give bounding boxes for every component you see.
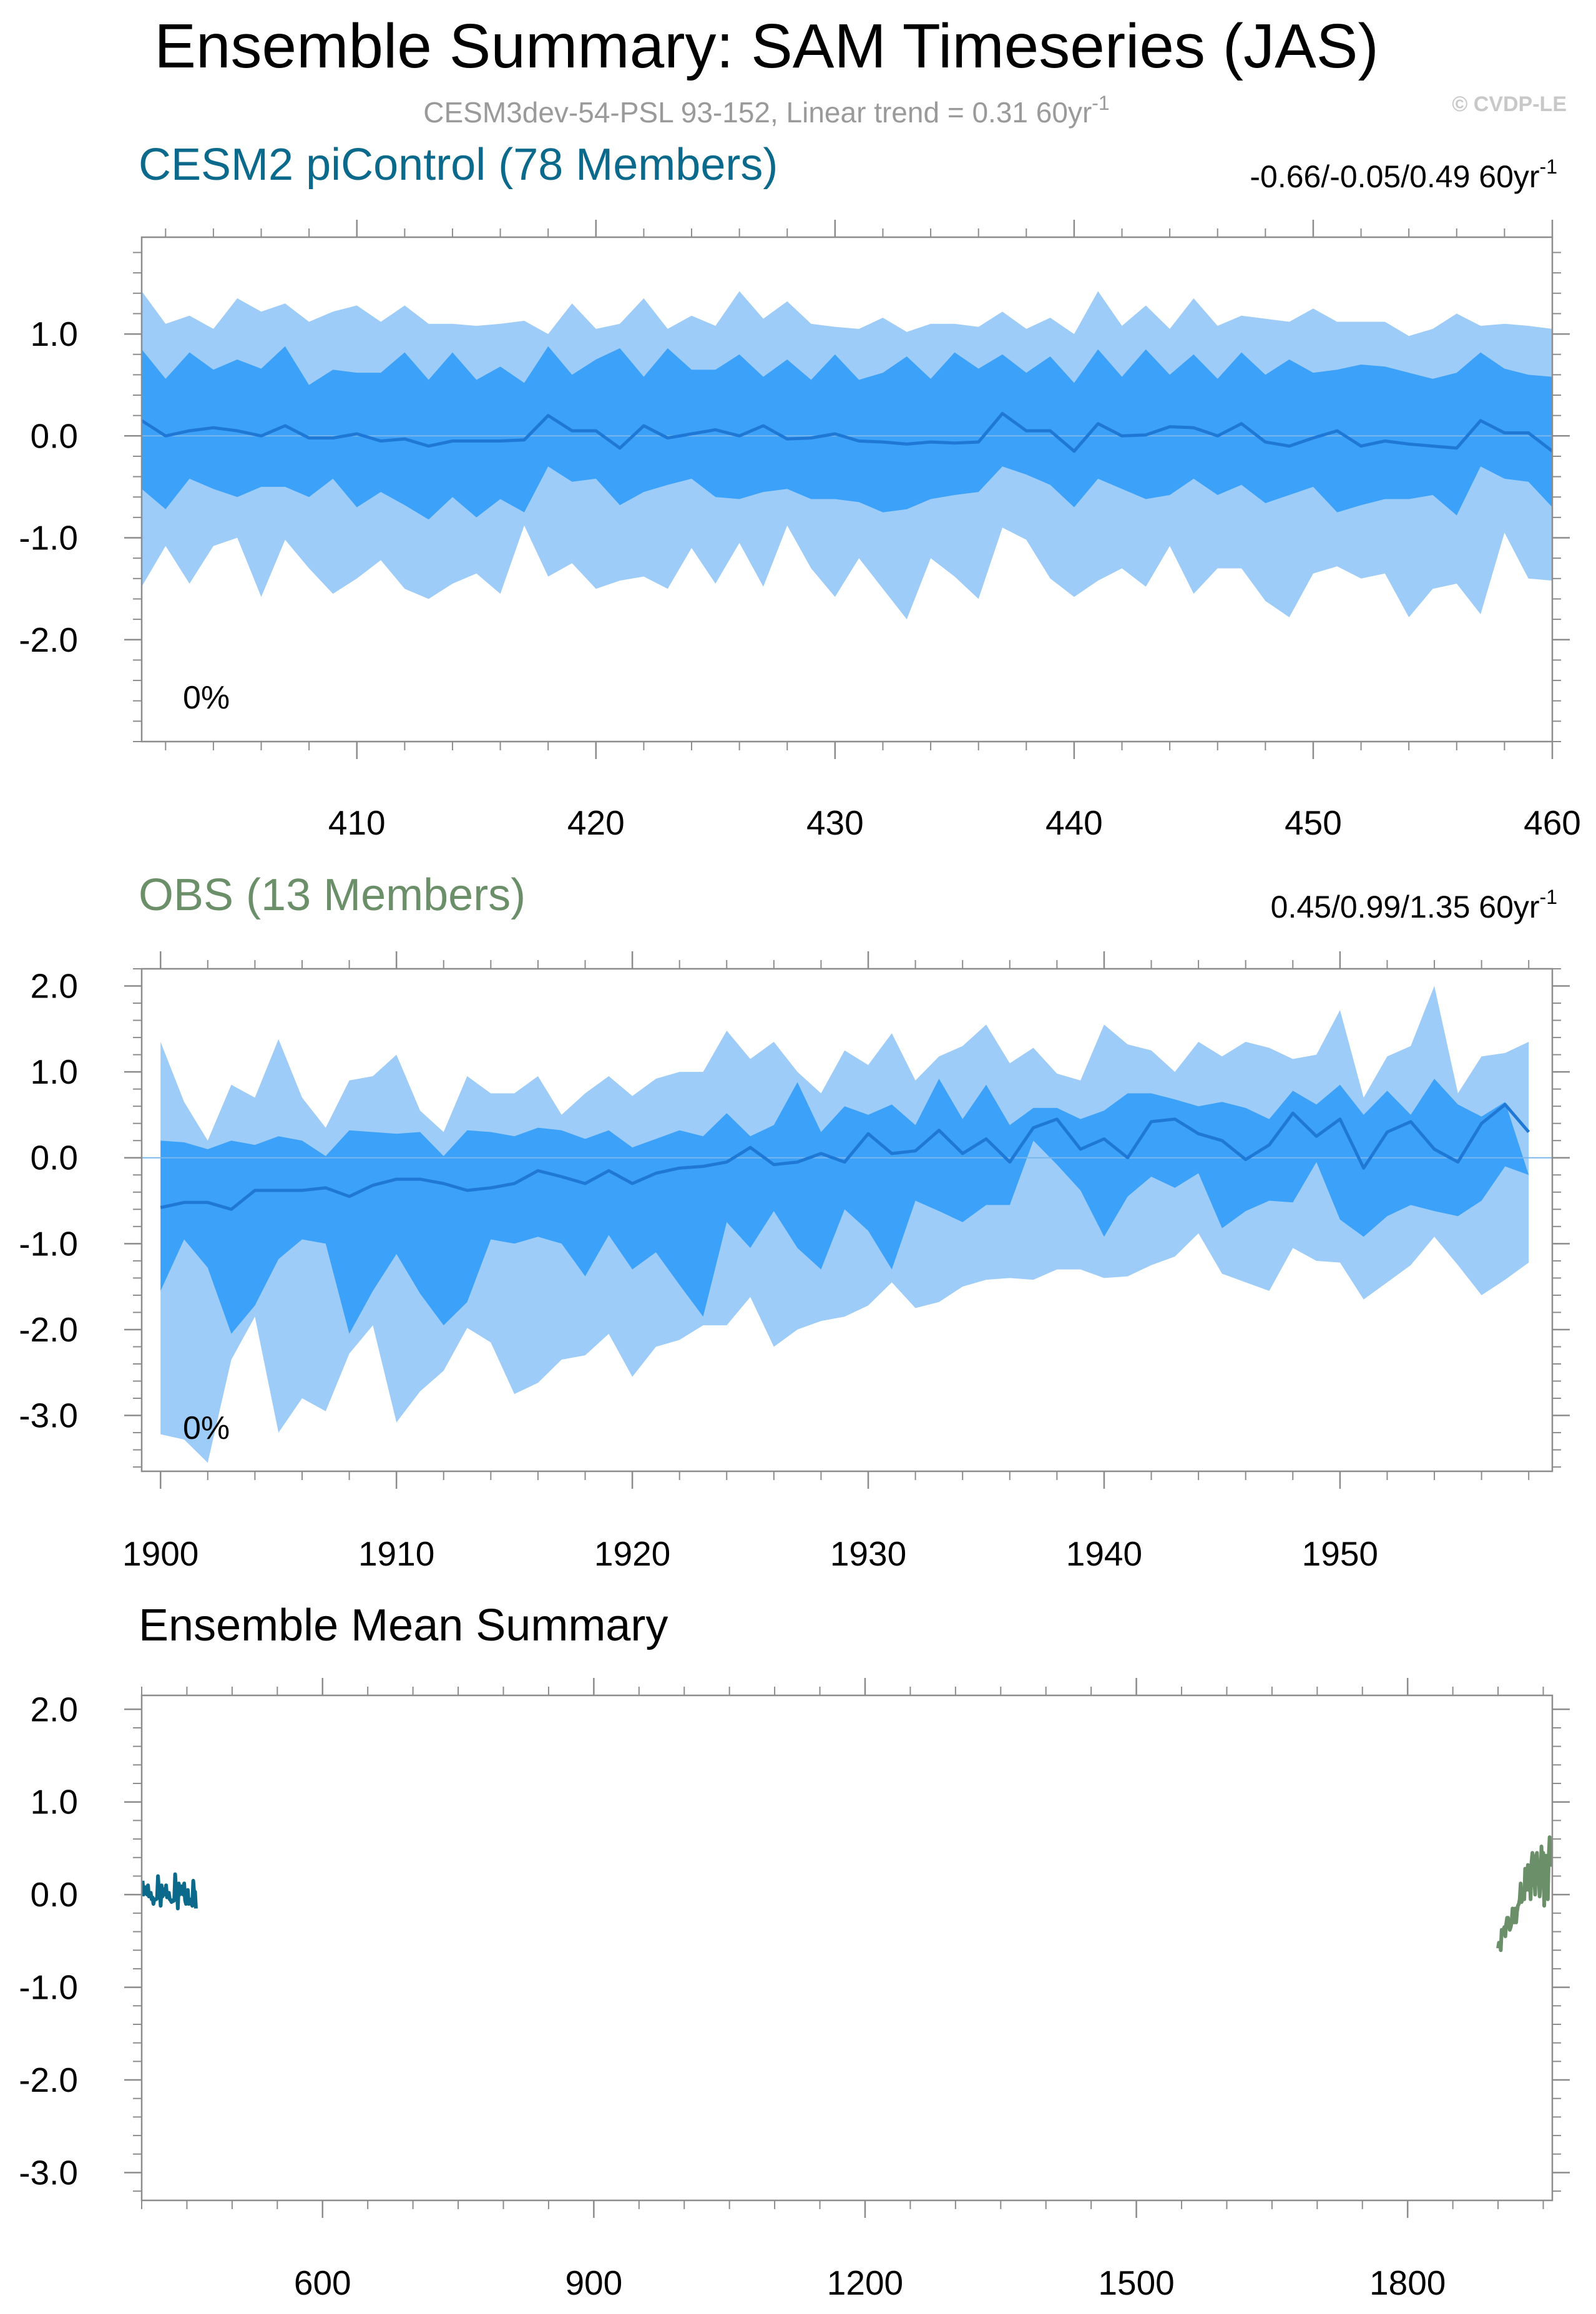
- x-tick-label: 420: [567, 803, 625, 842]
- trend-stats-label: 0.45/0.99/1.35 60yr-1: [1271, 886, 1557, 924]
- y-tick-label: -1.0: [19, 519, 78, 557]
- plot-area: [142, 986, 1552, 1463]
- x-tick-label: 1900: [122, 1534, 198, 1573]
- inner-range-band: [160, 1079, 1529, 1334]
- plot-frame: [140, 236, 1554, 743]
- subtitle-text: CESM3dev-54-PSL 93-152, Linear trend = 0…: [423, 96, 1092, 129]
- panel-ensemble-mean-summary: Ensemble Mean Summary 600 900 1200 1500 1800 2…: [19, 1601, 1570, 2302]
- trend-stats-superscript: -1: [1540, 886, 1557, 908]
- panel-title: OBS (13 Members): [139, 870, 526, 920]
- x-tick-label: 430: [806, 803, 864, 842]
- panel-title: Ensemble Mean Summary: [139, 1601, 668, 1650]
- x-tick-label: 1950: [1302, 1534, 1378, 1573]
- x-tick-label: 450: [1285, 803, 1342, 842]
- figure-title: Ensemble Summary: SAM Timeseries (JAS): [154, 11, 1379, 81]
- x-tick-label: 1910: [358, 1534, 434, 1573]
- x-tick-label: 410: [328, 803, 386, 842]
- y-tick-label: 0.0: [31, 1139, 78, 1177]
- trend-stats-superscript: -1: [1540, 155, 1557, 178]
- y-tick-label: 2.0: [31, 1690, 78, 1728]
- percent-label: 0%: [183, 680, 230, 716]
- copyright-label: © CVDP-LE: [1452, 92, 1567, 116]
- x-tick-label: 1940: [1066, 1534, 1142, 1573]
- percent-label: 0%: [183, 1410, 230, 1446]
- x-tick-label: 900: [565, 2263, 622, 2302]
- trend-stats-label: -0.66/-0.05/0.49 60yr-1: [1250, 155, 1557, 194]
- x-tick-label: 1930: [830, 1534, 906, 1573]
- plot-area: [142, 291, 1552, 620]
- figure-subtitle: CESM3dev-54-PSL 93-152, Linear trend = 0…: [423, 92, 1109, 129]
- y-tick-label: 0.0: [31, 1875, 78, 1914]
- y-tick-label: 0.0: [31, 416, 78, 455]
- panel-title: CESM2 piControl (78 Members): [139, 140, 778, 190]
- y-tick-label: 2.0: [31, 967, 78, 1006]
- subtitle-superscript: -1: [1092, 92, 1109, 114]
- plot-frame: [140, 1694, 1554, 2202]
- series-line-1: [1496, 1835, 1552, 1953]
- plot-area: [142, 1835, 1552, 1953]
- y-tick-label: -2.0: [19, 1310, 78, 1349]
- ensemble-mean-line: [160, 1102, 1530, 1211]
- y-tick-label: 1.0: [31, 1783, 78, 1821]
- x-tick-label: 1800: [1369, 2263, 1446, 2302]
- y-tick-label: 1.0: [31, 1052, 78, 1091]
- trend-stats-text: -0.66/-0.05/0.49 60yr: [1250, 159, 1539, 194]
- y-tick-label: -2.0: [19, 2061, 78, 2099]
- y-tick-label: -3.0: [19, 1396, 78, 1435]
- x-tick-label: 1200: [827, 2263, 903, 2302]
- plot-frame: [140, 968, 1554, 1473]
- panel-obs: OBS (13 Members) 0.45/0.99/1.35 60yr-1 0% 1…: [19, 870, 1570, 1573]
- x-tick-label: 1920: [594, 1534, 670, 1573]
- x-tick-label: 440: [1045, 803, 1103, 842]
- ensemble-mean-line: [142, 411, 1552, 453]
- trend-stats-text: 0.45/0.99/1.35 60yr: [1271, 890, 1540, 924]
- x-tick-label: 1500: [1098, 2263, 1174, 2302]
- y-tick-label: -1.0: [19, 1968, 78, 2007]
- y-tick-label: 1.0: [31, 315, 78, 353]
- y-tick-label: -2.0: [19, 620, 78, 659]
- y-tick-label: -1.0: [19, 1224, 78, 1263]
- x-tick-label: 460: [1524, 803, 1581, 842]
- inner-range-band: [142, 346, 1552, 520]
- panel-cesm2-picontrol: CESM2 piControl (78 Members) -0.66/-0.05/…: [19, 140, 1581, 842]
- series-line-0: [142, 1872, 198, 1911]
- y-tick-label: -3.0: [19, 2153, 78, 2192]
- x-tick-label: 600: [294, 2263, 351, 2302]
